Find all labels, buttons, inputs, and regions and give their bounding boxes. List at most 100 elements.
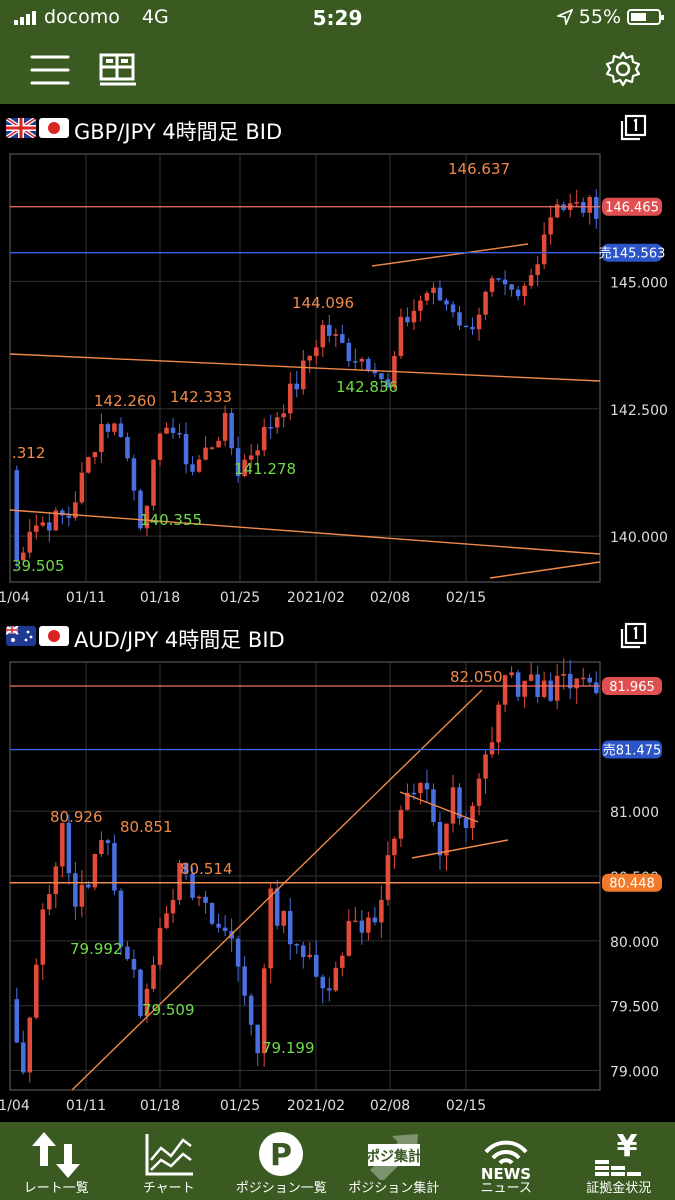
candle-body <box>242 459 247 477</box>
candle-body <box>457 787 462 819</box>
tab-rate-list[interactable]: レート一覧 <box>0 1122 113 1200</box>
candle-body <box>418 300 423 311</box>
x-tick-label: 01/18 <box>140 1098 180 1114</box>
candle-body <box>209 447 215 449</box>
ask-price-tag-bg <box>602 740 662 759</box>
network-type: 4G <box>141 6 169 28</box>
tab-position-list[interactable]: P ポジション一覧 <box>225 1122 338 1200</box>
candle-body <box>216 440 221 448</box>
x-tick-label: 1/04 <box>0 590 30 606</box>
copy-window-icon[interactable] <box>619 622 647 650</box>
copy-window-icon[interactable] <box>619 114 647 142</box>
candle-body <box>21 1042 26 1073</box>
candle-body <box>502 279 508 285</box>
candle-body <box>294 944 299 946</box>
current-price-tag: 81.965 <box>602 676 662 695</box>
x-tick-label: 01/11 <box>66 1098 106 1114</box>
app-header <box>0 36 675 104</box>
candle-body <box>164 427 169 434</box>
candle-body <box>14 470 20 561</box>
candle-body <box>574 678 579 689</box>
tab-news[interactable]: NEWS ニュース <box>450 1122 563 1200</box>
candle-body <box>548 680 553 701</box>
current-price-tag-text: 146.465 <box>605 201 659 216</box>
candle-body <box>229 412 234 449</box>
candles <box>14 658 599 1083</box>
japan-flag-icon <box>39 118 69 138</box>
panel-title-gbpjpy: GBP/JPY 4時間足 BID <box>0 104 675 154</box>
candle-body <box>151 459 156 506</box>
candle-body <box>580 202 586 213</box>
x-tick-label: 01/25 <box>220 590 260 606</box>
position-summary-icon: ポジ集計 <box>366 1134 422 1180</box>
candle-body <box>99 424 104 453</box>
candle-body <box>353 920 358 923</box>
ask-price-tag-bg <box>602 243 662 262</box>
candle-body <box>60 510 65 516</box>
candle-body <box>281 910 286 926</box>
candle-body <box>541 680 547 697</box>
candle-body <box>170 427 176 433</box>
current-price-tag-bg <box>602 197 662 216</box>
candle-body <box>79 472 85 503</box>
candle-body <box>40 522 46 526</box>
candle-body <box>554 204 560 218</box>
candle-body <box>203 896 208 903</box>
chart-audjpy[interactable]: 81.00080.50080.00079.50079.00082.00081.5… <box>0 656 675 1118</box>
svg-text:¥: ¥ <box>616 1130 637 1164</box>
candle-body <box>177 862 182 901</box>
candle-body <box>320 976 326 989</box>
x-tick-label: 02/15 <box>446 1098 486 1114</box>
high-annotation: 82.050 <box>450 668 503 686</box>
candle-body <box>196 896 202 899</box>
y-tick-label: 79.500 <box>610 1000 659 1016</box>
x-tick-label: 02/08 <box>370 1098 410 1114</box>
candle-body <box>385 855 391 900</box>
candle-body <box>418 783 423 794</box>
candle-body <box>86 457 91 473</box>
candle-body <box>183 862 189 874</box>
candle-body <box>340 334 345 343</box>
candles <box>14 189 599 568</box>
candle-body <box>47 894 52 910</box>
candle-body <box>405 316 410 323</box>
tab-label: チャート <box>142 1181 195 1196</box>
candle-body <box>379 373 384 380</box>
candle-body <box>53 866 59 895</box>
bottom-tab-bar: レート一覧 チャート P ポジション一覧 ポジ集計 ポジション集計 NEWS ニ… <box>0 1122 675 1200</box>
grid-layout-icon[interactable] <box>98 52 138 86</box>
hamburger-icon[interactable] <box>30 54 70 86</box>
candle-body <box>157 927 163 965</box>
candle-body <box>53 510 59 531</box>
trend-line <box>71 689 483 1091</box>
candle-body <box>274 888 280 926</box>
tab-margin-status[interactable]: ¥ 証拠金状況 <box>563 1122 675 1200</box>
candle-body <box>398 809 404 839</box>
candle-body <box>307 355 313 361</box>
candle-body <box>515 289 521 297</box>
candle-body <box>255 1024 260 1054</box>
gear-icon[interactable] <box>604 50 642 88</box>
candle-body <box>261 968 267 1054</box>
candle-body <box>496 704 501 743</box>
trend-line <box>489 561 601 579</box>
high-annotation: 80.514 <box>180 860 233 878</box>
candle-body <box>522 285 527 297</box>
tab-chart[interactable]: チャート <box>113 1122 226 1200</box>
candle-body <box>79 884 85 907</box>
candle-body <box>14 999 20 1043</box>
candle-body <box>522 680 527 697</box>
candle-body <box>73 502 78 518</box>
candle-body <box>483 754 488 779</box>
candle-body <box>437 821 443 856</box>
tab-position-summary[interactable]: ポジ集計 ポジション集計 <box>338 1122 451 1200</box>
svg-text:P: P <box>270 1138 292 1173</box>
y-tick-label: 80.000 <box>610 935 659 951</box>
candle-body <box>450 787 456 824</box>
chart-gbpjpy[interactable]: 145.000 142.500 140.000 146.465 売145.563 1/04… <box>0 148 675 610</box>
candle-body <box>235 938 241 967</box>
candle-body <box>314 954 319 977</box>
candle-body <box>125 436 130 459</box>
candle-body <box>444 300 449 305</box>
carrier-name: docomo <box>44 6 120 28</box>
